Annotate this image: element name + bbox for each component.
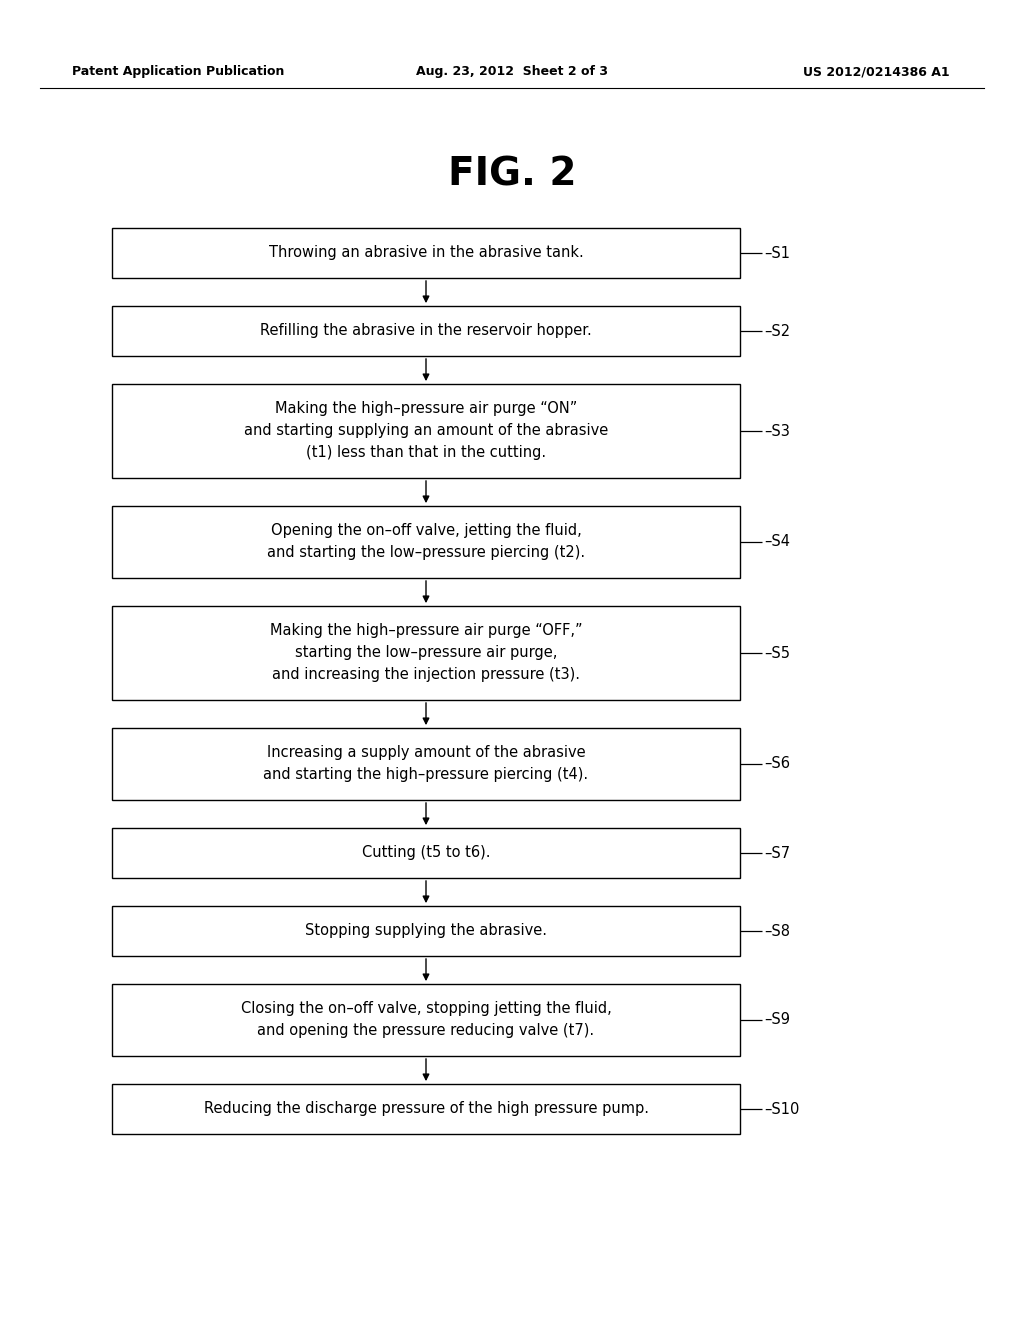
- Text: (t1) less than that in the cutting.: (t1) less than that in the cutting.: [306, 446, 546, 461]
- Text: Patent Application Publication: Patent Application Publication: [72, 66, 285, 78]
- Text: Making the high–pressure air purge “OFF,”: Making the high–pressure air purge “OFF,…: [269, 623, 583, 639]
- Bar: [112, 906, 740, 956]
- Bar: [112, 384, 740, 478]
- Text: –S9: –S9: [764, 1012, 790, 1027]
- Text: –S3: –S3: [764, 424, 790, 438]
- Text: and opening the pressure reducing valve (t7).: and opening the pressure reducing valve …: [257, 1023, 595, 1039]
- Text: Aug. 23, 2012  Sheet 2 of 3: Aug. 23, 2012 Sheet 2 of 3: [416, 66, 608, 78]
- Text: Refilling the abrasive in the reservoir hopper.: Refilling the abrasive in the reservoir …: [260, 323, 592, 338]
- Text: and starting supplying an amount of the abrasive: and starting supplying an amount of the …: [244, 424, 608, 438]
- Bar: [112, 1084, 740, 1134]
- Text: Increasing a supply amount of the abrasive: Increasing a supply amount of the abrasi…: [266, 746, 586, 760]
- Text: Stopping supplying the abrasive.: Stopping supplying the abrasive.: [305, 924, 547, 939]
- Text: –S5: –S5: [764, 645, 790, 660]
- Bar: [112, 828, 740, 878]
- Text: US 2012/0214386 A1: US 2012/0214386 A1: [804, 66, 950, 78]
- Text: Opening the on–off valve, jetting the fluid,: Opening the on–off valve, jetting the fl…: [270, 524, 582, 539]
- Text: –S1: –S1: [764, 246, 790, 260]
- Text: Closing the on–off valve, stopping jetting the fluid,: Closing the on–off valve, stopping jetti…: [241, 1002, 611, 1016]
- Text: –S4: –S4: [764, 535, 790, 549]
- Text: –S8: –S8: [764, 924, 790, 939]
- Text: Throwing an abrasive in the abrasive tank.: Throwing an abrasive in the abrasive tan…: [268, 246, 584, 260]
- Bar: [112, 983, 740, 1056]
- Text: –S6: –S6: [764, 756, 790, 771]
- Text: Reducing the discharge pressure of the high pressure pump.: Reducing the discharge pressure of the h…: [204, 1101, 648, 1117]
- Bar: [112, 506, 740, 578]
- Bar: [112, 228, 740, 279]
- Text: FIG. 2: FIG. 2: [447, 156, 577, 194]
- Text: –S10: –S10: [764, 1101, 800, 1117]
- Text: –S7: –S7: [764, 846, 791, 861]
- Text: Making the high–pressure air purge “ON”: Making the high–pressure air purge “ON”: [274, 401, 578, 417]
- Text: and starting the low–pressure piercing (t2).: and starting the low–pressure piercing (…: [267, 545, 585, 561]
- Text: Cutting (t5 to t6).: Cutting (t5 to t6).: [361, 846, 490, 861]
- Text: and starting the high–pressure piercing (t4).: and starting the high–pressure piercing …: [263, 767, 589, 783]
- Text: and increasing the injection pressure (t3).: and increasing the injection pressure (t…: [272, 668, 580, 682]
- Text: –S2: –S2: [764, 323, 791, 338]
- Bar: [112, 606, 740, 700]
- Bar: [112, 729, 740, 800]
- Text: starting the low–pressure air purge,: starting the low–pressure air purge,: [295, 645, 557, 660]
- Bar: [112, 306, 740, 356]
